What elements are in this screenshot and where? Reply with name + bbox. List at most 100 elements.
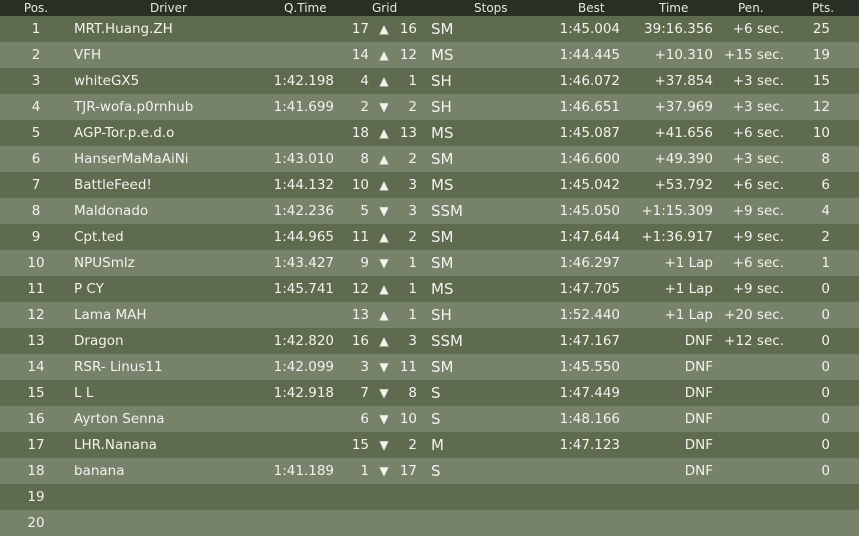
table-row: 3 whiteGX5 1:42.198 4 ▲ 1 SH 1:46.072 +37.854 +3 … bbox=[0, 68, 859, 94]
penalty-cell: +15 sec. bbox=[724, 47, 784, 63]
driver-cell: banana bbox=[74, 463, 125, 479]
grid-finish-cell: 3 bbox=[408, 203, 417, 219]
grid-finish-cell: 1 bbox=[408, 281, 417, 297]
best-lap-cell: 1:44.445 bbox=[559, 47, 620, 63]
qtime-cell: 1:44.965 bbox=[273, 229, 334, 245]
points-cell: 8 bbox=[821, 151, 830, 167]
stops-cell: SM bbox=[431, 254, 454, 272]
grid-arrow-icon: ▼ bbox=[379, 256, 389, 270]
best-lap-cell: 1:46.297 bbox=[559, 255, 620, 271]
grid-arrow-icon: ▲ bbox=[379, 152, 389, 166]
grid-start-cell: 3 bbox=[360, 359, 369, 375]
grid-start-cell: 2 bbox=[360, 99, 369, 115]
table-row: 17 LHR.Nanana 15 ▼ 2 M 1:47.123 DNF 0 bbox=[0, 432, 859, 458]
grid-start-cell: 4 bbox=[360, 73, 369, 89]
points-cell: 0 bbox=[821, 359, 830, 375]
driver-cell: TJR-wofa.p0rnhub bbox=[74, 99, 194, 115]
best-lap-cell: 1:47.123 bbox=[559, 437, 620, 453]
penalty-cell: +6 sec. bbox=[732, 255, 784, 271]
grid-start-cell: 1 bbox=[360, 463, 369, 479]
qtime-cell: 1:41.699 bbox=[273, 99, 334, 115]
best-lap-cell: 1:47.449 bbox=[559, 385, 620, 401]
points-cell: 0 bbox=[821, 385, 830, 401]
best-lap-cell: 1:45.550 bbox=[559, 359, 620, 375]
table-row: 14 RSR- Linus11 1:42.099 3 ▼ 11 SM 1:45.550 DNF 0 bbox=[0, 354, 859, 380]
qtime-cell: 1:42.198 bbox=[273, 73, 334, 89]
table-row: 5 AGP-Tor.p.e.d.o 18 ▲ 13 MS 1:45.087 +41.656 +6… bbox=[0, 120, 859, 146]
best-lap-cell: 1:52.440 bbox=[559, 307, 620, 323]
pos-cell: 9 bbox=[31, 229, 41, 245]
best-lap-cell: 1:46.072 bbox=[559, 73, 620, 89]
grid-start-cell: 17 bbox=[351, 21, 369, 37]
pos-cell: 18 bbox=[27, 463, 45, 479]
pos-cell: 10 bbox=[27, 255, 45, 271]
grid-start-cell: 18 bbox=[351, 125, 369, 141]
table-row: 1 MRT.Huang.ZH 17 ▲ 16 SM 1:45.004 39:16.356 +6 … bbox=[0, 16, 859, 42]
qtime-cell: 1:43.010 bbox=[273, 151, 334, 167]
grid-arrow-icon: ▼ bbox=[379, 412, 389, 426]
pos-cell: 1 bbox=[31, 21, 41, 37]
stops-cell: S bbox=[431, 384, 441, 402]
grid-arrow-icon: ▲ bbox=[379, 308, 389, 322]
grid-arrow-icon: ▲ bbox=[379, 282, 389, 296]
grid-arrow-icon: ▲ bbox=[379, 334, 389, 348]
time-cell: +1:36.917 bbox=[641, 229, 713, 245]
pos-cell: 4 bbox=[31, 99, 41, 115]
grid-finish-cell: 10 bbox=[399, 411, 417, 427]
time-cell: +37.854 bbox=[654, 73, 713, 89]
pos-cell: 12 bbox=[27, 307, 45, 323]
grid-start-cell: 7 bbox=[360, 385, 369, 401]
grid-finish-cell: 2 bbox=[408, 99, 417, 115]
grid-start-cell: 10 bbox=[351, 177, 369, 193]
table-header: Pos. Driver Q.Time Grid Stops Best Time … bbox=[0, 0, 859, 16]
grid-arrow-icon: ▼ bbox=[379, 204, 389, 218]
points-cell: 0 bbox=[821, 281, 830, 297]
driver-cell: Dragon bbox=[74, 333, 124, 349]
driver-cell: whiteGX5 bbox=[74, 73, 140, 89]
table-row: 12 Lama MAH 13 ▲ 1 SH 1:52.440 +1 Lap +20 sec. 0 bbox=[0, 302, 859, 328]
pos-cell: 5 bbox=[31, 125, 41, 141]
qtime-cell: 1:41.189 bbox=[273, 463, 334, 479]
points-cell: 10 bbox=[812, 125, 830, 141]
table-row: 2 VFH 14 ▲ 12 MS 1:44.445 +10.310 +15 sec. 19 bbox=[0, 42, 859, 68]
best-lap-cell: 1:45.042 bbox=[559, 177, 620, 193]
table-row: 11 P CY 1:45.741 12 ▲ 1 MS 1:47.705 +1 Lap +9 sec… bbox=[0, 276, 859, 302]
grid-arrow-icon: ▼ bbox=[379, 360, 389, 374]
penalty-cell: +12 sec. bbox=[724, 333, 784, 349]
header-pen: Pen. bbox=[738, 1, 764, 15]
driver-cell: MRT.Huang.ZH bbox=[74, 21, 173, 37]
grid-finish-cell: 1 bbox=[408, 307, 417, 323]
grid-finish-cell: 1 bbox=[408, 73, 417, 89]
grid-finish-cell: 16 bbox=[399, 21, 417, 37]
best-lap-cell: 1:47.167 bbox=[559, 333, 620, 349]
table-row: 16 Ayrton Senna 6 ▼ 10 S 1:48.166 DNF 0 bbox=[0, 406, 859, 432]
time-cell: DNF bbox=[684, 463, 713, 479]
driver-cell: VFH bbox=[74, 47, 102, 63]
stops-cell: SH bbox=[431, 72, 452, 90]
pos-cell: 19 bbox=[27, 489, 45, 505]
stops-cell: MS bbox=[431, 280, 454, 298]
pos-cell: 13 bbox=[27, 333, 45, 349]
time-cell: +1 Lap bbox=[664, 307, 713, 323]
table-row: 10 NPUSmlz 1:43.427 9 ▼ 1 SM 1:46.297 +1 Lap +6 s… bbox=[0, 250, 859, 276]
pos-cell: 16 bbox=[27, 411, 45, 427]
points-cell: 15 bbox=[812, 73, 830, 89]
penalty-cell: +6 sec. bbox=[732, 21, 784, 37]
stops-cell: SM bbox=[431, 20, 454, 38]
grid-finish-cell: 17 bbox=[399, 463, 417, 479]
driver-cell: Lama MAH bbox=[74, 307, 147, 323]
penalty-cell: +6 sec. bbox=[732, 177, 784, 193]
table-row: 4 TJR-wofa.p0rnhub 1:41.699 2 ▼ 2 SH 1:46.651 +3… bbox=[0, 94, 859, 120]
grid-arrow-icon: ▼ bbox=[379, 100, 389, 114]
penalty-cell: +6 sec. bbox=[732, 125, 784, 141]
header-time: Time bbox=[659, 1, 689, 15]
grid-arrow-icon: ▲ bbox=[379, 126, 389, 140]
time-cell: DNF bbox=[684, 385, 713, 401]
header-stops: Stops bbox=[474, 1, 508, 15]
driver-cell: RSR- Linus11 bbox=[74, 359, 163, 375]
pos-cell: 20 bbox=[27, 515, 45, 531]
grid-start-cell: 11 bbox=[351, 229, 369, 245]
stops-cell: SH bbox=[431, 306, 452, 324]
stops-cell: M bbox=[431, 436, 444, 454]
